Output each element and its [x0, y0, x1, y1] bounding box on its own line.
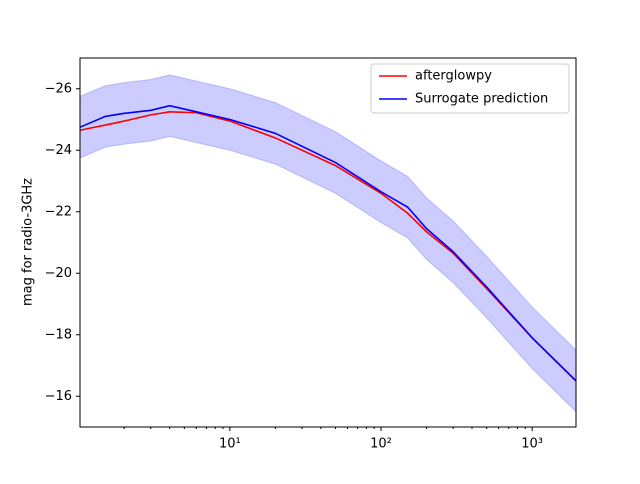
y-tick-label: −20: [45, 266, 72, 281]
line: [80, 111, 576, 382]
x-tick-label: 10³: [521, 437, 543, 452]
plot-frame: [79, 57, 577, 428]
line: [80, 104, 576, 382]
y-tick-label: −16: [45, 389, 72, 404]
confidence-band: [79, 74, 577, 413]
x-tick-label: 10²: [370, 437, 392, 452]
legend-label: afterglowpy: [415, 69, 492, 84]
y-tick-label: −18: [45, 327, 72, 342]
legend-label: Surrogate prediction: [415, 92, 548, 107]
legend-box: [370, 63, 570, 114]
y-axis-label: mag for radio-3GHz: [21, 178, 36, 306]
y-tick-label: −24: [45, 143, 72, 158]
y-tick-label: −26: [45, 81, 72, 96]
x-tick-label: 10¹: [219, 437, 241, 452]
y-tick-label: −22: [45, 204, 72, 219]
